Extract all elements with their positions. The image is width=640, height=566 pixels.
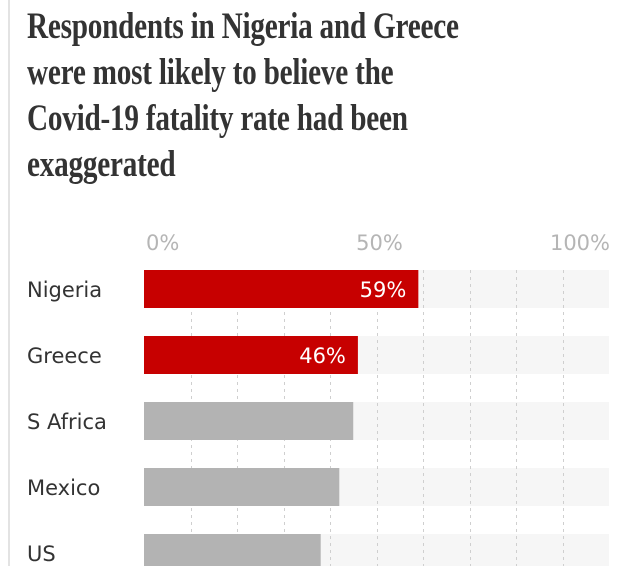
chart-title-line-2: were most likely to believe the bbox=[27, 52, 394, 93]
category-label: Mexico bbox=[27, 476, 100, 500]
value-label: 59% bbox=[360, 278, 407, 302]
bar-s-africa bbox=[144, 402, 354, 440]
frame-border bbox=[8, 0, 10, 566]
category-label: US bbox=[27, 542, 56, 566]
value-label: 46% bbox=[299, 344, 346, 368]
bar-mexico bbox=[144, 468, 340, 506]
category-label: Nigeria bbox=[27, 278, 102, 302]
bars bbox=[144, 270, 419, 566]
category-label: Greece bbox=[27, 344, 102, 368]
x-axis-ticks: 0% 50% 100% bbox=[146, 231, 610, 255]
category-label: S Africa bbox=[27, 410, 107, 434]
bar-greece bbox=[144, 336, 358, 374]
x-tick-label: 50% bbox=[356, 231, 403, 255]
bar-nigeria bbox=[144, 270, 419, 308]
chart-title: Respondents in Nigeria and Greece were m… bbox=[27, 4, 627, 188]
chart-title-line-1: Respondents in Nigeria and Greece bbox=[27, 6, 459, 47]
value-labels: 59% 46% bbox=[299, 278, 406, 368]
category-labels: Nigeria Greece S Africa Mexico US bbox=[27, 278, 107, 566]
x-tick-label: 100% bbox=[550, 231, 610, 255]
bar-us bbox=[144, 534, 321, 566]
chart-title-line-3: Covid-19 fatality rate had been bbox=[27, 98, 408, 139]
x-tick-label: 0% bbox=[146, 231, 179, 255]
chart-title-line-4: exaggerated bbox=[27, 144, 176, 185]
